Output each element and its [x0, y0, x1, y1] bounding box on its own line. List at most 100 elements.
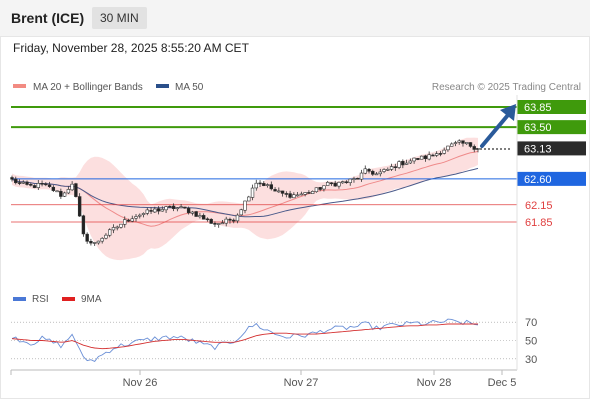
rsi-tick-label: 30 — [525, 354, 537, 366]
candle — [108, 228, 112, 238]
candle — [277, 187, 281, 193]
candle — [171, 203, 176, 212]
candle — [134, 214, 138, 222]
x-tick-label: Dec 5 — [488, 377, 517, 389]
candle — [179, 203, 183, 209]
x-tick-label: Nov 27 — [284, 377, 319, 389]
legend-label-rsi: RSI — [32, 294, 49, 305]
projection-arrowhead — [500, 104, 516, 121]
level-label: 63.13 — [524, 143, 552, 155]
candle — [307, 190, 311, 194]
candle — [408, 158, 413, 164]
candle — [160, 206, 165, 212]
rsi-9ma-line — [11, 323, 478, 350]
level-61.85: 61.85 — [11, 217, 553, 229]
candle — [186, 206, 191, 215]
candle — [51, 185, 56, 192]
x-tick: Nov 26 — [123, 370, 157, 389]
level-label: 63.85 — [524, 102, 552, 114]
x-tick: Nov 28 — [417, 370, 451, 389]
candle — [77, 193, 82, 217]
candle — [111, 224, 116, 234]
rsi-line — [11, 318, 479, 362]
level-label: 62.15 — [525, 200, 553, 212]
candle — [401, 159, 405, 169]
candle — [115, 225, 119, 231]
candle — [288, 190, 292, 199]
candle — [17, 179, 22, 186]
candle — [44, 182, 48, 187]
candle — [235, 213, 240, 224]
candle — [14, 176, 18, 185]
chart-header: Brent (ICE) 30 MIN — [0, 0, 590, 36]
candle — [449, 142, 454, 147]
candle — [318, 186, 322, 192]
candle — [374, 172, 379, 176]
candle — [239, 208, 243, 216]
candle — [55, 190, 59, 193]
candle — [250, 184, 255, 201]
candle — [423, 154, 428, 162]
candle — [62, 191, 67, 198]
candle — [194, 210, 198, 217]
rsi-level-30: 30 — [11, 354, 537, 366]
candle — [352, 176, 356, 183]
candle — [130, 215, 134, 223]
legend-label-ma50: MA 50 — [175, 82, 204, 93]
level-62.60: 62.60 — [11, 171, 586, 186]
candle — [412, 157, 416, 164]
candle — [337, 181, 341, 189]
candle — [32, 184, 37, 189]
candle — [303, 192, 307, 197]
candle — [371, 169, 375, 176]
candle — [123, 216, 127, 228]
candle — [96, 240, 101, 245]
candle — [363, 165, 367, 175]
candle — [138, 213, 142, 219]
candle — [262, 181, 266, 187]
candle — [40, 180, 44, 187]
candle — [461, 140, 465, 147]
timeframe-button[interactable]: 30 MIN — [92, 7, 147, 29]
candle — [329, 182, 334, 186]
legend-swatch-ma50 — [156, 84, 169, 88]
candle — [243, 200, 247, 214]
candle — [468, 142, 473, 148]
candle — [183, 206, 187, 209]
candle — [457, 139, 461, 145]
candle — [89, 238, 93, 246]
candle — [92, 241, 97, 247]
candle — [74, 182, 78, 198]
candle — [427, 151, 431, 161]
candle — [310, 190, 315, 195]
candle — [344, 180, 349, 184]
candle — [258, 180, 262, 187]
candle — [220, 220, 225, 225]
candle — [29, 183, 33, 187]
candle — [397, 160, 401, 170]
candle — [367, 168, 371, 174]
candle — [386, 167, 390, 171]
candle — [164, 205, 168, 213]
bollinger-band — [12, 137, 478, 261]
ma50-line — [11, 167, 479, 218]
candle — [280, 190, 285, 197]
legend-swatch-ma20 — [13, 84, 26, 88]
candle — [325, 180, 330, 186]
candle — [224, 216, 228, 227]
candle — [141, 212, 146, 218]
candle — [119, 223, 123, 229]
level-63.13: 63.13 — [517, 141, 586, 156]
candle — [100, 237, 104, 244]
candle — [284, 191, 289, 198]
candle — [299, 191, 304, 196]
candle — [292, 192, 296, 199]
legend-swatch-9ma — [62, 297, 75, 301]
candle — [404, 159, 409, 165]
candle — [322, 185, 326, 192]
candle — [175, 207, 180, 212]
candle — [10, 175, 14, 182]
level-63.50: 63.50 — [11, 120, 586, 135]
candle — [341, 180, 345, 184]
